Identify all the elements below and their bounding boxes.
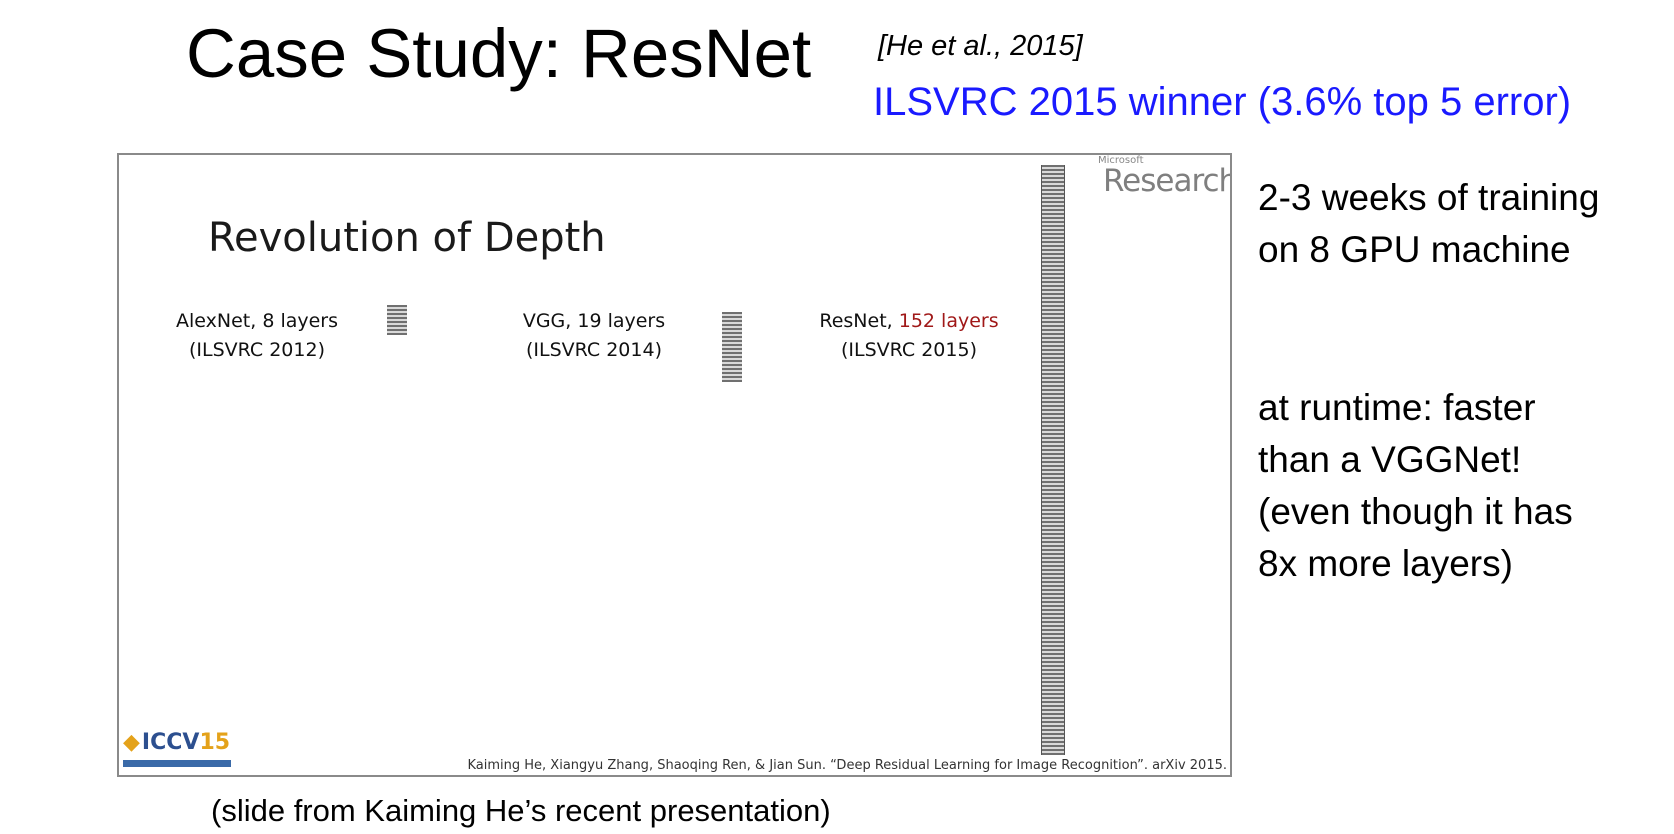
network-event: (ILSVRC 2012) [189, 339, 325, 361]
page-title: Case Study: ResNet [186, 15, 812, 92]
slide-heading: Revolution of Depth [208, 215, 606, 261]
alexnet-layer-stack [387, 305, 407, 335]
research-logo: Research [1103, 163, 1232, 199]
network-title: AlexNet, 8 layers [175, 310, 339, 332]
training-note: 2-3 weeks of training on 8 GPU machine [1258, 177, 1600, 270]
vgg-layer-stack [722, 312, 742, 382]
iccv-logo: ◆ICCV15 [123, 730, 231, 755]
network-title: ResNet, 152 layers [819, 310, 999, 332]
network-title: VGG, 19 layers [522, 310, 666, 332]
network-alexnet: AlexNet, 8 layers (ILSVRC 2012) [147, 307, 367, 365]
microsoft-label: Microsoft [1098, 155, 1144, 166]
network-vgg: VGG, 19 layers (ILSVRC 2014) [484, 307, 704, 365]
resnet-layers-highlight: 152 layers [898, 310, 999, 332]
slide-caption: (slide from Kaiming He’s recent presenta… [211, 793, 831, 828]
iccv-logo-bar [123, 760, 231, 767]
subtitle: ILSVRC 2015 winner (3.6% top 5 error) [873, 80, 1572, 124]
citation: [He et al., 2015] [878, 30, 1083, 62]
paper-reference: Kaiming He, Xiangyu Zhang, Shaoqing Ren,… [467, 758, 1227, 773]
resnet-layer-stack [1041, 165, 1065, 755]
network-resnet: ResNet, 152 layers (ILSVRC 2015) [799, 307, 1019, 365]
iccv-emblem-icon: ◆ [123, 730, 140, 755]
slide-image: Microsoft Research Revolution of Depth A… [117, 153, 1232, 777]
network-event: (ILSVRC 2014) [526, 339, 662, 361]
runtime-note: at runtime: faster than a VGGNet! (even … [1258, 387, 1573, 584]
network-event: (ILSVRC 2015) [841, 339, 977, 361]
